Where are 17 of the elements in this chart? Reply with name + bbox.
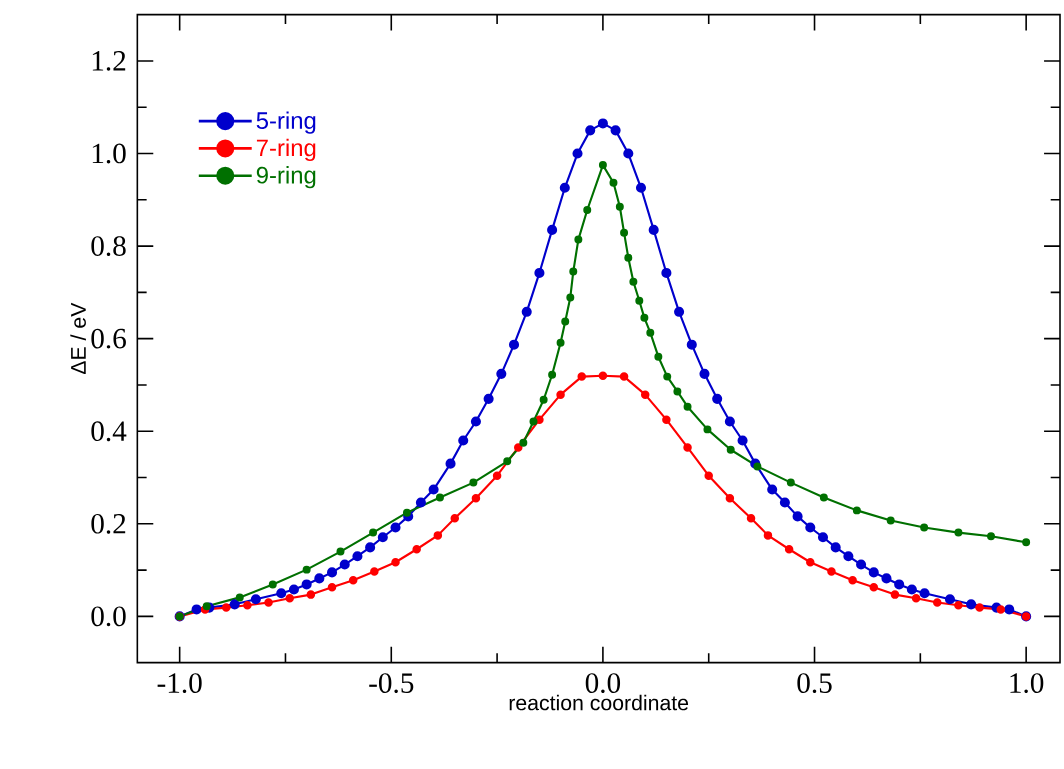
y-tick-label: 1.2 bbox=[92, 50, 126, 71]
x-tick-label: 1.0 bbox=[1010, 673, 1044, 693]
x-tick-label: -0.5 bbox=[369, 673, 414, 693]
y-axis-title: ΔE / eV bbox=[70, 302, 86, 374]
y-tick-label: 0.0 bbox=[91, 606, 126, 627]
legend-label: 5-ring bbox=[256, 111, 316, 134]
x-axis-title: reaction coordinate bbox=[509, 694, 689, 711]
y-tick-label: 0.2 bbox=[91, 513, 126, 534]
y-tick-label: 0.6 bbox=[91, 328, 126, 349]
y-tick-label: 0.8 bbox=[91, 236, 126, 256]
x-tick-label: 0.0 bbox=[585, 673, 621, 693]
y-tick-label: 1.0 bbox=[92, 143, 126, 164]
x-tick-label: -1.0 bbox=[157, 673, 202, 693]
x-tick-label: 0.5 bbox=[797, 673, 832, 693]
legend-label: 7-ring bbox=[256, 138, 316, 161]
legend-label: 9-ring bbox=[256, 165, 316, 189]
y-tick-label: 0.4 bbox=[91, 421, 127, 441]
